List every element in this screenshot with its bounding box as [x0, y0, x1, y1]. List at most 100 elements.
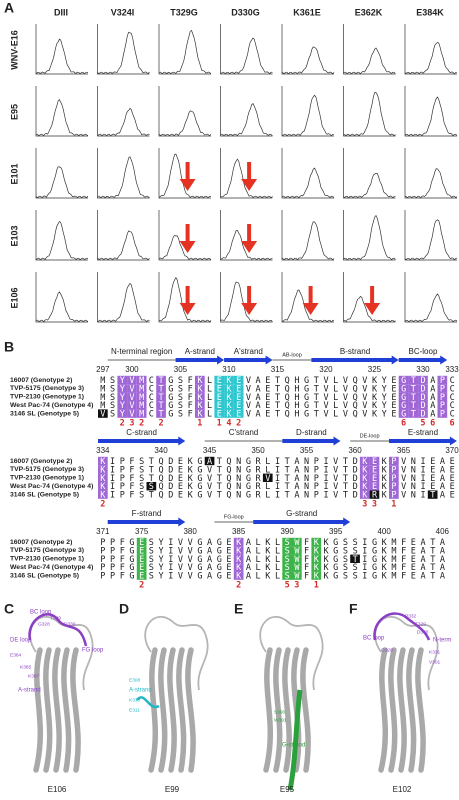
histogram [404, 41, 458, 75]
region-label: E-strand [408, 428, 438, 437]
position-tick: 333 [445, 365, 459, 374]
sequence-name: TVP-2130 (Genotype 1) [10, 556, 84, 563]
region-label: B-strand [340, 347, 370, 356]
residue-highlight [98, 409, 108, 418]
sequence: MSYVMCTGSFKLEKEVAETQHGTVLVQVKYEGTDAPC [100, 392, 459, 402]
residue-highlight [214, 401, 225, 410]
residue-highlight [369, 490, 380, 499]
residue-annotation: FG loop [82, 648, 104, 654]
residue-highlight [98, 465, 108, 474]
residue-highlight [214, 409, 225, 418]
residue-highlight [369, 482, 380, 491]
residue-highlight [292, 563, 302, 572]
histogram-axes [281, 272, 334, 323]
histogram [220, 37, 273, 75]
residue-highlight [282, 546, 292, 555]
region-label: DE-loop [360, 433, 380, 439]
residue-highlight [117, 409, 128, 418]
red-arrow-head [241, 179, 258, 191]
residue-highlight [136, 409, 147, 418]
residue-highlight [418, 384, 428, 393]
residue-highlight [282, 563, 292, 572]
residue-annotation: D330 [417, 629, 429, 635]
sequence: PPFGESYIVVGAGEKALKLSWFKKGSTIGKMFEATA [100, 554, 449, 564]
beta-strand [176, 647, 187, 773]
residue-highlight [98, 473, 108, 482]
panel-label: B [4, 339, 14, 355]
residue-highlight [398, 384, 409, 393]
residue-highlight [398, 401, 409, 410]
beta-strand [282, 647, 292, 773]
red-arrow-head [241, 241, 258, 253]
histogram [220, 103, 273, 137]
beta-strand [33, 647, 44, 773]
residue-highlight [369, 465, 380, 474]
residue-highlight [427, 490, 438, 499]
residue-highlight [389, 465, 399, 474]
residue-highlight [311, 563, 322, 572]
residue-highlight [156, 392, 166, 401]
residue-highlight [282, 537, 292, 547]
sequence: MSYVMCTGSFKLEKEVAETQHGTVLVQVKYEGTDAPC [100, 376, 459, 386]
residue-highlight [233, 401, 244, 410]
residue-highlight [233, 375, 244, 385]
sequence-name: 3146 SL (Genotype 5) [10, 572, 79, 579]
region-label: A'strand [234, 347, 263, 356]
histogram-axes [281, 148, 334, 199]
histogram [158, 153, 212, 199]
residue-highlight [224, 375, 234, 385]
residue-highlight [98, 482, 108, 491]
residue-highlight [136, 401, 147, 410]
histogram-axes [220, 210, 273, 261]
beta-strand [415, 647, 426, 773]
sequence-name: TVP-2130 (Genotype 1) [10, 394, 84, 401]
residue-highlight [224, 392, 234, 401]
sequence-name: TVP-5175 (Genotype 3) [10, 385, 84, 392]
position-tick: 300 [125, 365, 139, 374]
sequence-name: 16007 (Genotype 2) [10, 377, 72, 384]
residue-highlight [127, 384, 137, 393]
residue-highlight [136, 537, 147, 547]
histogram [404, 168, 458, 199]
beta-strand [406, 647, 417, 773]
position-tick: 395 [329, 527, 343, 536]
residue-highlight [350, 554, 360, 563]
residue-highlight [418, 375, 428, 385]
residue-annotation: T329 [50, 615, 61, 621]
histogram [158, 29, 212, 75]
position-tick: 310 [222, 365, 236, 374]
panel-label: A [4, 0, 14, 16]
histogram [35, 221, 89, 261]
residue-highlight [195, 375, 205, 385]
beta-strand [167, 647, 177, 773]
beta-strand [378, 647, 389, 773]
histogram [281, 221, 335, 261]
region-label: A-strand [185, 347, 215, 356]
row-header: E103 [9, 225, 19, 246]
histogram-axes [343, 272, 396, 323]
region-label: C-strand [126, 428, 157, 437]
panel-caption: E102 [393, 785, 412, 794]
residue-highlight [398, 392, 409, 401]
histogram [97, 156, 150, 199]
position-tick: 406 [436, 527, 450, 536]
residue-annotation: W391 [274, 717, 287, 723]
histogram [343, 214, 396, 261]
histogram [343, 47, 396, 75]
histogram [35, 166, 89, 199]
histogram [404, 293, 458, 323]
row-header: E95 [9, 104, 19, 120]
sequence: KIPFSTQDEKGVTQNGRLITANPIVTDKEKPVNIEAE [100, 465, 459, 475]
residue-highlight [214, 384, 225, 393]
highlighted-region [136, 696, 160, 709]
histogram [220, 281, 273, 323]
residue-highlight [408, 375, 419, 385]
structure-panel: E G-strand S390 W391 E95 [234, 601, 324, 794]
histogram-axes [404, 210, 457, 261]
beta-strand [43, 647, 53, 773]
residue-highlight [408, 392, 419, 401]
histogram-axes [35, 24, 88, 75]
residue-highlight [437, 401, 448, 410]
residue-highlight [233, 554, 244, 563]
